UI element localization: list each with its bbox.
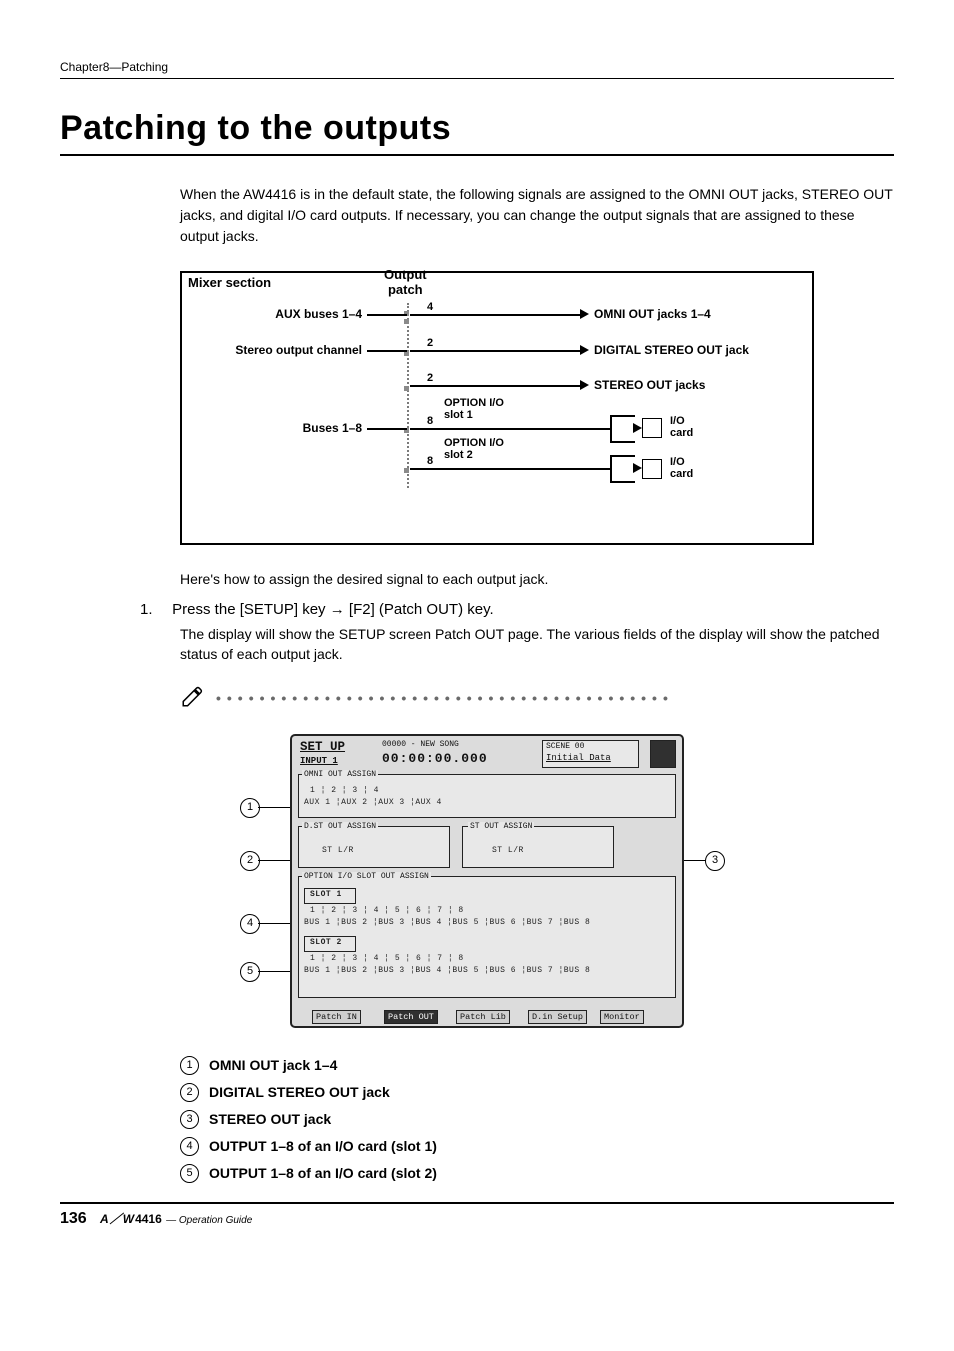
callout-3: 3 — [705, 851, 725, 871]
arrow-icon — [580, 309, 589, 319]
legend-row: 1 OMNI OUT jack 1–4 — [180, 1056, 894, 1075]
bus-count-1: 8 — [427, 415, 433, 427]
screen-scene: SCENE 00 — [546, 742, 584, 751]
arrow-icon — [580, 380, 589, 390]
legend-text: OUTPUT 1–8 of an I/O card (slot 1) — [209, 1138, 437, 1154]
aux-count: 4 — [427, 301, 433, 313]
screen-song: 00000 - NEW SONG — [382, 740, 459, 749]
aux-bus-label: AUX buses 1–4 — [212, 307, 362, 321]
page-title: Patching to the outputs — [60, 109, 894, 156]
intro-paragraph: When the AW4416 is in the default state,… — [180, 184, 894, 247]
callout-2: 2 — [240, 851, 260, 871]
step-1-body: The display will show the SETUP screen P… — [180, 624, 894, 665]
page-number: 136 — [60, 1210, 87, 1227]
arrow-icon — [580, 345, 589, 355]
screen-scene-sub: Initial Data — [546, 753, 611, 763]
omni-vals: AUX 1 ¦AUX 2 ¦AUX 3 ¦AUX 4 — [304, 798, 442, 807]
page-footer: 136 A／W4416 — Operation Guide — [60, 1202, 894, 1228]
slot1-vals: BUS 1 ¦BUS 2 ¦BUS 3 ¦BUS 4 ¦BUS 5 ¦BUS 6… — [304, 918, 590, 927]
signal-flow-diagram: Mixer section Output patch AUX buses 1–4… — [180, 271, 814, 545]
screen-title: SET UP — [300, 740, 345, 754]
slot1-label: SLOT 1 — [310, 890, 342, 899]
option-slot1-label: OPTION I/O slot 1 — [444, 397, 504, 421]
model-num: 4416 — [135, 1212, 162, 1226]
legend-number: 5 — [180, 1164, 199, 1183]
legend-number: 3 — [180, 1110, 199, 1129]
patch-divider — [407, 303, 409, 488]
st-val: ST L/R — [492, 846, 524, 855]
stereo-count-2: 2 — [427, 372, 433, 384]
screen-tab[interactable]: Patch OUT — [384, 1010, 438, 1024]
legend-number: 2 — [180, 1083, 199, 1102]
callout-5: 5 — [240, 962, 260, 982]
step-number: 1. — [140, 601, 168, 618]
dst-section-label: D.ST OUT ASSIGN — [302, 822, 378, 831]
legend-row: 4 OUTPUT 1–8 of an I/O card (slot 1) — [180, 1137, 894, 1156]
running-header: Chapter8—Patching — [60, 60, 894, 79]
legend-number: 4 — [180, 1137, 199, 1156]
step-1: 1. Press the [SETUP] key → [F2] (Patch O… — [140, 601, 894, 618]
option-header-label: OPTION I/O SLOT OUT ASSIGN — [302, 872, 431, 881]
callout-1: 1 — [240, 798, 260, 818]
model-name: A／W4416 — [100, 1212, 166, 1226]
legend-row: 5 OUTPUT 1–8 of an I/O card (slot 2) — [180, 1164, 894, 1183]
step-head-a: Press the [SETUP] key — [172, 601, 330, 618]
guide-label: — Operation Guide — [166, 1215, 252, 1226]
legend-text: OUTPUT 1–8 of an I/O card (slot 2) — [209, 1165, 437, 1181]
arrow-icon — [633, 423, 642, 433]
io-card-label-2: I/O card — [670, 456, 693, 480]
dst-val: ST L/R — [322, 846, 354, 855]
legend-list: 1 OMNI OUT jack 1–4 2 DIGITAL STEREO OUT ja… — [180, 1056, 894, 1183]
legend-row: 3 STEREO OUT jack — [180, 1110, 894, 1129]
output-patch-label: Output patch — [384, 267, 427, 297]
mixer-section-label: Mixer section — [188, 275, 271, 290]
step-head-b: [F2] (Patch OUT) key. — [345, 601, 494, 618]
bus-label: Buses 1–8 — [242, 421, 362, 435]
omni-out-label: OMNI OUT jacks 1–4 — [594, 307, 711, 321]
omni-section-label: OMNI OUT ASSIGN — [302, 770, 378, 779]
io-card-box-1 — [642, 418, 662, 438]
digital-stereo-out-label: DIGITAL STEREO OUT jack — [594, 343, 749, 357]
screen-time: 00:00:00.000 — [382, 751, 488, 766]
screen-tab[interactable]: Patch Lib — [456, 1010, 510, 1024]
lcd-screenshot: 1 2 4 5 3 SET UP INPUT 1 00000 - NEW SON… — [240, 734, 894, 1034]
pencil-icon — [180, 683, 206, 714]
omni-cols: 1 ¦ 2 ¦ 3 ¦ 4 — [310, 786, 379, 795]
note-divider: ••••••••••••••••••••••••••••••••••••••••… — [180, 683, 894, 714]
model-a: A — [100, 1212, 110, 1226]
sub-intro: Here's how to assign the desired signal … — [180, 571, 894, 587]
io-card-label-1: I/O card — [670, 415, 693, 439]
slot2-cols: 1 ¦ 2 ¦ 3 ¦ 4 ¦ 5 ¦ 6 ¦ 7 ¦ 8 — [310, 954, 464, 963]
slot2-vals: BUS 1 ¦BUS 2 ¦BUS 3 ¦BUS 4 ¦BUS 5 ¦BUS 6… — [304, 966, 590, 975]
io-card-box-2 — [642, 459, 662, 479]
slot1-cols: 1 ¦ 2 ¦ 3 ¦ 4 ¦ 5 ¦ 6 ¦ 7 ¦ 8 — [310, 906, 464, 915]
slot2-label: SLOT 2 — [310, 938, 342, 947]
callout-4: 4 — [240, 914, 260, 934]
legend-text: DIGITAL STEREO OUT jack — [209, 1084, 390, 1100]
legend-number: 1 — [180, 1056, 199, 1075]
stereo-count-1: 2 — [427, 337, 433, 349]
st-section-label: ST OUT ASSIGN — [468, 822, 534, 831]
legend-text: STEREO OUT jack — [209, 1111, 331, 1127]
bus-count-2: 8 — [427, 455, 433, 467]
lcd-screen: SET UP INPUT 1 00000 - NEW SONG 00:00:00… — [290, 734, 684, 1028]
arrow-icon — [633, 463, 642, 473]
legend-text: OMNI OUT jack 1–4 — [209, 1057, 337, 1073]
dots-row: ••••••••••••••••••••••••••••••••••••••••… — [216, 690, 674, 706]
screen-tab[interactable]: Monitor — [600, 1010, 644, 1024]
stereo-channel-label: Stereo output channel — [182, 343, 362, 357]
page: Chapter8—Patching Patching to the output… — [0, 0, 954, 1260]
option-slot2-label: OPTION I/O slot 2 — [444, 437, 504, 461]
screen-tab[interactable]: Patch IN — [312, 1010, 361, 1024]
arrow-glyph: → — [330, 601, 345, 618]
screen-tab[interactable]: D.in Setup — [528, 1010, 587, 1024]
model-w: W — [123, 1212, 135, 1226]
screen-subtitle: INPUT 1 — [300, 756, 338, 766]
step-heading: Press the [SETUP] key → [F2] (Patch OUT)… — [172, 601, 493, 618]
legend-row: 2 DIGITAL STEREO OUT jack — [180, 1083, 894, 1102]
stereo-out-label: STEREO OUT jacks — [594, 378, 705, 392]
